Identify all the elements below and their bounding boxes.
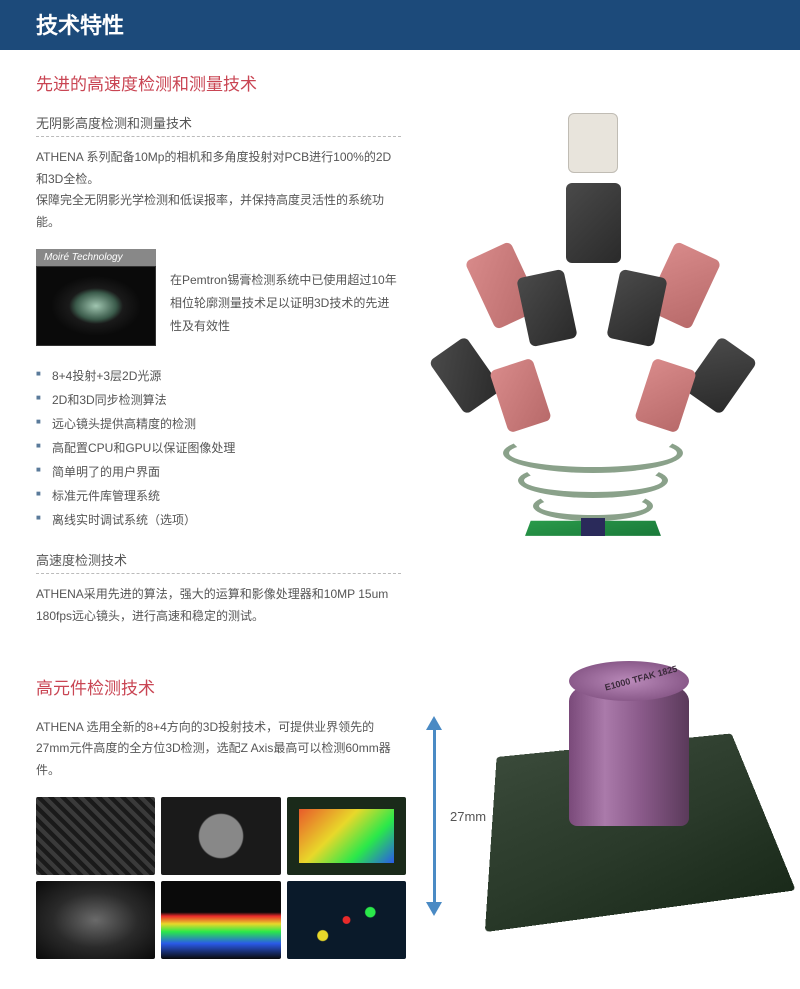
feature-item: 远心镜头提供高精度的检测 xyxy=(36,412,401,436)
camera-array-illustration xyxy=(423,113,763,543)
feature-item: 离线实时调试系统（选项） xyxy=(36,508,401,532)
thumb-heatmap-square xyxy=(287,797,406,875)
sub-heading-2: 高速度检测技术 xyxy=(36,550,401,574)
arrow-up-icon xyxy=(426,716,442,730)
feature-item: 简单明了的用户界面 xyxy=(36,460,401,484)
bottom-section: 高元件检测技术 ATHENA 选用全新的8+4方向的3D投射技术，可提供业界领先… xyxy=(36,674,764,960)
camera-dark xyxy=(516,269,578,347)
thumb-chip-gray xyxy=(161,797,280,875)
para2: 保障完全无阴影光学检测和低误报率，并保持高度灵活性的系统功能。 xyxy=(36,193,384,229)
feature-item: 8+4投射+3层2D光源 xyxy=(36,364,401,388)
thumb-capacitor-gray xyxy=(36,881,155,959)
lens-graphic xyxy=(36,266,156,346)
feature-list: 8+4投射+3层2D光源 2D和3D同步检测算法 远心镜头提供高精度的检测 高配… xyxy=(36,364,401,532)
section2-right-column: 27mm E1000 TFAK 1825 xyxy=(426,674,764,960)
feature-item: 标准元件库管理系统 xyxy=(36,484,401,508)
feature-item: 2D和3D同步检测算法 xyxy=(36,388,401,412)
body-text-1: ATHENA 系列配备10Mp的相机和多角度投射对PCB进行100%的2D和3D… xyxy=(36,147,401,233)
light-ring xyxy=(533,491,653,521)
camera-pink xyxy=(489,358,552,434)
thumbnail-grid xyxy=(36,797,406,959)
content-area: 先进的高速度检测和测量技术 无阴影高度检测和测量技术 ATHENA 系列配备10… xyxy=(0,50,800,989)
camera-dark xyxy=(566,183,621,263)
page-title: 技术特性 xyxy=(36,8,764,40)
capacitor-wrapper: E1000 TFAK 1825 xyxy=(494,716,764,916)
arrow-down-icon xyxy=(426,902,442,916)
feature-item: 高配置CPU和GPU以保证图像处理 xyxy=(36,436,401,460)
moire-description: 在Pemtron锡膏检测系统中已使用超过10年相位轮廓测量技术足以证明3D技术的… xyxy=(170,249,401,346)
para1: ATHENA 系列配备10Mp的相机和多角度投射对PCB进行100%的2D和3D… xyxy=(36,150,391,186)
top-section: 无阴影高度检测和测量技术 ATHENA 系列配备10Mp的相机和多角度投射对PC… xyxy=(36,113,764,644)
thumb-3d-pins xyxy=(287,881,406,959)
moire-box: Moiré Technology 在Pemtron锡膏检测系统中已使用超过10年… xyxy=(36,249,401,346)
height-indicator xyxy=(426,716,442,916)
height-label: 27mm xyxy=(450,809,486,824)
moire-label: Moiré Technology xyxy=(36,249,156,266)
section2-left-column: 高元件检测技术 ATHENA 选用全新的8+4方向的3D投射技术，可提供业界领先… xyxy=(36,674,406,960)
camera-dark xyxy=(606,269,668,347)
chip-icon xyxy=(581,518,605,536)
thumb-rainbow-cone xyxy=(161,881,280,959)
header-banner: 技术特性 xyxy=(0,0,800,50)
section1-title: 先进的高速度检测和测量技术 xyxy=(36,70,764,95)
camera-pink xyxy=(634,358,697,434)
moire-image-block: Moiré Technology xyxy=(36,249,156,346)
camera-top xyxy=(568,113,618,173)
section1-right-column xyxy=(421,113,764,644)
section2-title: 高元件检测技术 xyxy=(36,674,406,699)
body-text-2: ATHENA采用先进的算法，强大的运算和影像处理器和10MP 15um 180f… xyxy=(36,584,401,627)
sub-heading-1: 无阴影高度检测和测量技术 xyxy=(36,113,401,137)
section2-body: ATHENA 选用全新的8+4方向的3D投射技术，可提供业界领先的27mm元件高… xyxy=(36,717,406,782)
thumb-pcb-pattern xyxy=(36,797,155,875)
arrow-line xyxy=(433,730,436,902)
section1-left-column: 无阴影高度检测和测量技术 ATHENA 系列配备10Mp的相机和多角度投射对PC… xyxy=(36,113,401,644)
